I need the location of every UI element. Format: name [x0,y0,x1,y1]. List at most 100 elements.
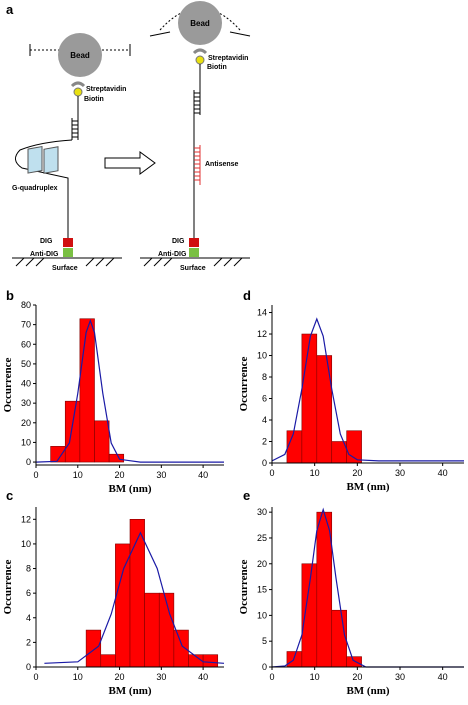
diagram: a Bead Streptavidin Biotin G-quadruplex … [6,1,251,272]
y-tick-label: 70 [21,320,31,330]
bar [129,519,145,668]
y-tick-label: 30 [21,398,31,408]
duplex [72,120,78,138]
arrow [104,151,156,175]
y-tick-label: 40 [21,379,31,389]
x-tick-label: 40 [438,468,448,478]
y-tick-label: 10 [21,539,31,549]
rotation-indicator [149,31,171,37]
bar [301,333,318,464]
label: DIG [40,238,53,245]
y-tick-label: 15 [257,585,267,595]
y-tick-label: 20 [21,418,31,428]
streptavidin [70,81,86,88]
dna [193,64,201,240]
dna [15,139,73,240]
y-tick-label: 14 [257,308,267,318]
x-tick-label: 20 [352,468,362,478]
y-tick-label: 50 [21,359,31,369]
fit-curve [35,318,224,463]
y-tick-label: 0 [26,662,31,672]
panel-label: a [6,2,14,17]
x-tick-label: 20 [115,470,125,480]
label: DIG [172,238,185,245]
y-tick-label: 4 [26,613,31,623]
label: Anti-DIG [30,251,59,258]
panel-label: b [6,288,14,303]
x-tick-label: 40 [198,672,208,682]
x-tick-label: 40 [438,672,448,682]
label: Surface [180,265,206,272]
label: Surface [52,265,78,272]
hatch [15,257,115,267]
rotation-indicator [159,7,201,31]
panel-label: d [243,288,251,303]
x-axis-label: BM (nm) [346,685,389,697]
y-axis-label: Occurrence [2,358,14,413]
panel-label: e [243,488,250,503]
y-tick-label: 60 [21,339,31,349]
rotation-indicator [229,31,251,37]
bead [178,1,222,45]
x-axis-label: BM (nm) [108,685,151,697]
label: Biotin [207,64,227,71]
y-tick-label: 30 [257,507,267,517]
bar [115,543,131,668]
label: Antisense [205,161,239,168]
bar [316,511,333,668]
bar [301,563,318,668]
fit-curve [271,317,464,462]
bar [85,629,102,668]
bead [58,33,102,77]
y-tick-label: 6 [262,394,267,404]
x-tick-label: 30 [156,470,166,480]
y-tick-label: 10 [257,351,267,361]
x-tick-label: 20 [115,672,125,682]
y-tick-label: 8 [26,564,31,574]
y-tick-label: 80 [21,300,31,310]
label: Streptavidin [86,86,126,93]
y-tick-label: 12 [257,329,267,339]
bar [202,654,219,668]
bar [346,656,362,668]
dig [63,238,73,247]
label: Biotin [84,96,104,103]
anti-dig [63,248,73,257]
x-tick-label: 10 [310,672,320,682]
bar [64,400,81,463]
g-quartet [27,146,43,174]
bar [144,592,160,668]
x-axis-label: BM (nm) [108,483,151,495]
biotin [195,55,205,65]
bar [286,430,303,464]
y-tick-label: 10 [257,610,267,620]
hatch [143,257,243,267]
y-tick-label: 5 [262,636,267,646]
y-tick-label: 4 [262,415,267,425]
duplex [194,92,200,114]
bar [94,420,110,463]
label: Anti-DIG [158,251,187,258]
x-tick-label: 20 [352,672,362,682]
bead-label: Bead [70,51,90,60]
bar [331,609,347,668]
x-tick-label: 10 [73,672,83,682]
y-tick-label: 10 [21,437,31,447]
y-axis-label: Occurrence [238,357,250,412]
y-tick-label: 2 [26,637,31,647]
g-quartet [43,146,59,174]
dig [189,238,199,247]
x-tick-label: 30 [395,468,405,478]
x-tick-label: 0 [33,470,38,480]
x-tick-label: 10 [310,468,320,478]
y-axis-label: Occurrence [238,560,250,615]
x-tick-label: 0 [269,672,274,682]
y-tick-label: 0 [26,457,31,467]
y-tick-label: 12 [21,514,31,524]
biotin [73,87,83,97]
x-axis-label: BM (nm) [346,481,389,493]
fit-curve [271,507,464,668]
anti-dig [189,248,199,257]
label: Streptavidin [208,55,248,62]
